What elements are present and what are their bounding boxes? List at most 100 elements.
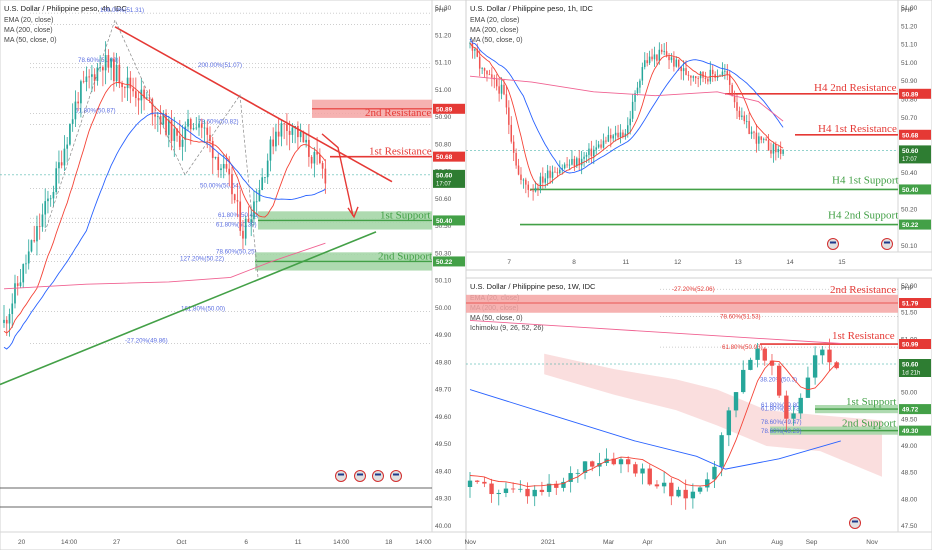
hourly-candle-body <box>743 115 746 122</box>
hourly-candle-body <box>750 131 753 134</box>
hourly-candle-body <box>619 132 622 138</box>
weekly-ma50-line <box>469 389 841 470</box>
hourly-price-tick: 50.20 <box>901 206 918 213</box>
weekly-candle-body <box>812 355 818 378</box>
hourly-time-tick: 12 <box>674 259 682 266</box>
left-price-badge-label: 50.68 <box>436 154 453 161</box>
hourly-candle-body <box>491 74 493 78</box>
hourly-candle-body <box>542 176 544 183</box>
hourly-candle-body <box>724 70 726 72</box>
hourly-candle-body <box>685 68 687 75</box>
weekly-candle-body <box>640 468 645 474</box>
left-time-tick: 11 <box>295 539 302 546</box>
hourly-ma200-line <box>469 75 784 122</box>
hourly-candle-body <box>583 156 585 159</box>
hourly-candle-body <box>777 148 780 153</box>
left-candle-body <box>242 230 244 239</box>
left-time-tick: 14:00 <box>61 539 78 546</box>
hourly-h4-2nd-support-label: H4 2nd Support <box>828 210 898 222</box>
hourly-candle-body <box>588 148 590 155</box>
left-fib-label: 127.20%(50.22) <box>180 255 224 262</box>
left-candle-body <box>44 201 47 215</box>
flag-icon <box>372 470 384 482</box>
weekly-candle-body <box>676 489 681 497</box>
left-candle-body <box>184 126 187 140</box>
left-candle-body <box>247 218 250 223</box>
weekly-time-tick: Nov <box>866 539 878 546</box>
left-candle-body <box>74 101 77 120</box>
hourly-candle-body <box>767 140 770 151</box>
left-price-tick: 49.60 <box>435 414 452 421</box>
hourly-candle-body <box>639 80 641 88</box>
hourly-candle-body <box>745 121 748 122</box>
hourly-candle-body <box>673 57 675 67</box>
hourly-candle-body <box>726 70 729 75</box>
hourly-time-tick: 13 <box>735 259 743 266</box>
hourly-price-badge <box>899 129 931 140</box>
flag-icon <box>827 238 839 250</box>
hourly-candle-body <box>656 54 658 61</box>
weekly-candle-body <box>568 473 573 482</box>
hourly-candle-body <box>690 75 692 78</box>
weekly-fib-label: 61.80%(49.80) <box>761 402 802 409</box>
flag-icon <box>849 517 861 529</box>
weekly-candle-body <box>690 491 696 499</box>
left-candle-body <box>47 198 49 202</box>
flag-icon <box>354 470 366 482</box>
left-candle-body <box>302 131 305 143</box>
weekly-candle-body <box>661 482 667 487</box>
left-candle-body <box>181 139 184 147</box>
left-candle-body <box>198 123 200 128</box>
left-price-badge-label: 50.40 <box>436 218 453 225</box>
left-candle-body <box>272 139 275 147</box>
left-candle-body <box>49 198 52 200</box>
left-fib-label: -27.20%(49.86) <box>125 337 168 344</box>
weekly-candle-body <box>798 397 803 414</box>
weekly-price-tick: 52.00 <box>901 283 918 290</box>
left-candle-body <box>110 58 112 68</box>
left-2nd-support-label: 2nd Support <box>378 250 432 262</box>
left-candle-body <box>11 303 14 315</box>
hourly-candle-body <box>658 49 661 61</box>
weekly-candle-body <box>769 360 775 366</box>
hourly-candle-body <box>529 189 532 191</box>
hourly-candle-body <box>627 125 629 134</box>
hourly-candle-body <box>668 56 670 61</box>
hourly-candle-body <box>753 131 755 133</box>
hourly-candle-body <box>590 148 593 157</box>
left-fib-label: 78.60%(51.09) <box>78 57 119 64</box>
left-indicator-label: MA (200, close) <box>4 27 53 34</box>
left-price-tick: 49.40 <box>435 468 452 475</box>
left-candle-body <box>297 126 299 138</box>
hourly-price-badge-label: 50.60 <box>902 148 919 155</box>
left-candle-body <box>255 201 258 203</box>
hourly-ma50-line <box>469 38 784 174</box>
left-candle-body <box>134 91 137 99</box>
left-candle-body <box>239 201 242 231</box>
hourly-price-badge-label: 50.22 <box>902 222 919 229</box>
flag-icon-stripe <box>830 241 836 244</box>
hourly-candle-body <box>779 148 782 154</box>
left-candle-body <box>266 160 269 178</box>
weekly-price-badge-label: 50.99 <box>902 342 919 349</box>
hourly-candle-body <box>566 164 568 166</box>
left-candle-body <box>244 218 247 239</box>
hourly-candle-body <box>702 71 704 78</box>
left-2nd-resistance-label: 2nd Resistance <box>365 107 431 119</box>
hourly-candle-body <box>661 49 663 52</box>
hourly-price-tick: 51.10 <box>901 42 918 49</box>
left-candle-body <box>283 123 286 125</box>
left-candle-body <box>14 283 16 304</box>
left-frame <box>0 0 467 550</box>
left-price-tick: 50.50 <box>435 223 452 230</box>
left-price-badge-label: 50.22 <box>436 259 453 266</box>
weekly-title: U.S. Dollar / Philippine peso, 1W, IDC <box>470 282 596 291</box>
hourly-candle-body <box>641 67 644 81</box>
weekly-time-tick: Sep <box>806 539 818 546</box>
hourly-candle-body <box>651 56 653 60</box>
weekly-price-badge-label: 49.30 <box>902 428 919 435</box>
hourly-candle-body <box>612 135 614 139</box>
weekly-price-tick: 48.00 <box>901 496 918 503</box>
weekly-candle-body <box>561 481 566 488</box>
left-price-tick: 49.50 <box>435 441 452 448</box>
